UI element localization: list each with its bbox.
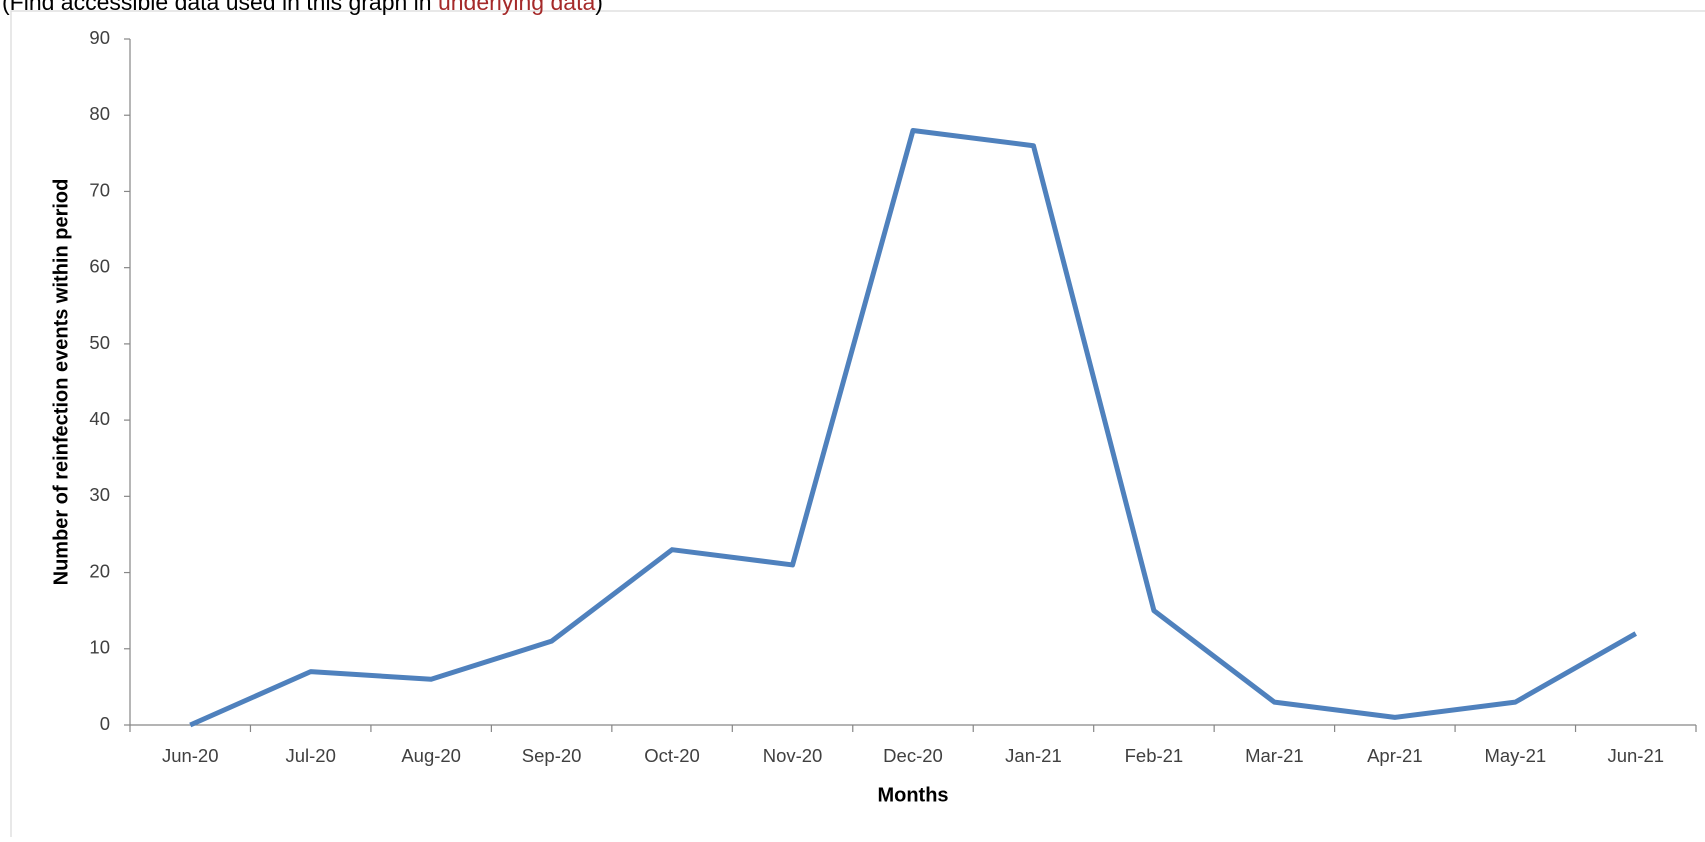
x-tick-label: Apr-21 [1367,745,1423,766]
y-tick-label: 10 [89,637,110,658]
x-tick-label: Mar-21 [1245,745,1304,766]
x-axis-title: Months [877,784,948,806]
y-tick-label: 60 [89,256,110,277]
y-tick-label: 0 [100,713,110,734]
note-suffix: ) [595,0,603,15]
note-prefix: (Find accessible data used in this graph… [2,0,432,15]
y-tick-label: 30 [89,484,110,505]
chart-frame [10,10,1705,842]
note-link[interactable]: underlying data [438,0,595,15]
y-tick-label: 50 [89,332,110,353]
y-tick-label: 20 [89,560,110,581]
x-tick-label: Jan-21 [1005,745,1062,766]
y-axis-title: Number of reinfection events within peri… [50,179,72,586]
y-tick-label: 80 [89,103,110,124]
x-tick-label: Oct-20 [644,745,700,766]
x-tick-label: May-21 [1484,745,1546,766]
x-tick-label: Jul-20 [285,745,335,766]
x-tick-label: Dec-20 [883,745,943,766]
x-tick-label: Sep-20 [522,745,582,766]
x-tick-label: Jun-21 [1607,745,1664,766]
data-line [189,127,1638,728]
note: (Find accessible data used in this graph… [2,0,603,15]
x-tick-label: Nov-20 [763,745,823,766]
x-tick-label: Aug-20 [401,745,461,766]
x-tick-label: Feb-21 [1125,745,1184,766]
y-tick-label: 70 [89,179,110,200]
y-tick-label: 40 [89,408,110,429]
y-tick-label: 90 [89,27,110,48]
x-tick-label: Jun-20 [162,745,219,766]
